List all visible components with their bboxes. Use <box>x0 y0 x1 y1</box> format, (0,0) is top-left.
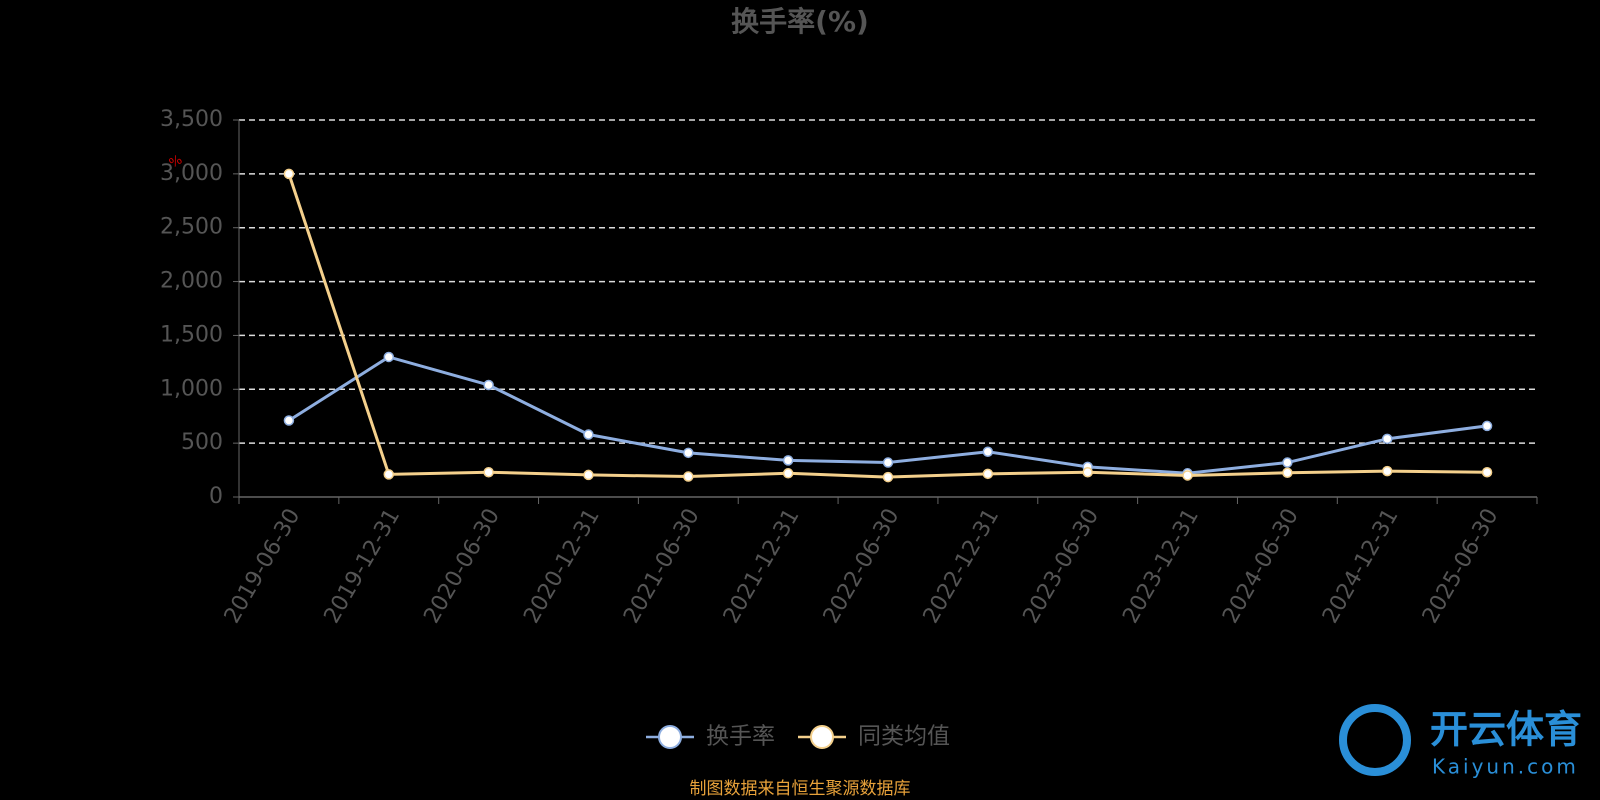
x-tick-label: 2020-06-30 <box>419 504 505 627</box>
x-tick-label: 2025-06-30 <box>1418 505 1504 628</box>
data-point <box>1481 420 1493 432</box>
x-tick-label: 2024-06-30 <box>1218 505 1304 628</box>
x-tick-label: 2022-06-30 <box>819 505 905 628</box>
y-tick-label: 500 <box>181 430 223 455</box>
x-tick-label: 2024-12-31 <box>1318 505 1404 628</box>
data-point <box>782 455 794 466</box>
y-tick-label: 2,000 <box>160 269 223 294</box>
data-point <box>1381 465 1393 477</box>
data-point <box>583 469 594 481</box>
legend-marker <box>658 725 682 749</box>
y-tick-label: 1,500 <box>160 322 223 347</box>
data-point <box>283 168 295 180</box>
y-tick-label: 3,000 <box>160 161 223 186</box>
series-line <box>288 355 1488 475</box>
source-note: 制图数据来自恒生聚源数据库 <box>690 779 911 799</box>
series-line <box>287 173 1488 479</box>
x-tick-label: 2019-06-30 <box>220 505 306 628</box>
data-point <box>982 468 994 480</box>
y-tick-label: 3,500 <box>160 107 223 132</box>
x-tick-label: 2020-12-31 <box>519 505 605 628</box>
y-tick-label: 2,500 <box>160 215 223 240</box>
data-point <box>483 466 494 478</box>
x-tick-label: 2023-12-31 <box>1118 505 1204 628</box>
data-point <box>1381 433 1393 445</box>
watermark-logo <box>1339 704 1411 776</box>
data-point <box>383 469 395 480</box>
data-point <box>1182 470 1193 481</box>
legend-marker <box>810 725 834 749</box>
watermark: 开云体育 Kaiyun.com <box>1339 704 1582 779</box>
data-point <box>1282 457 1293 468</box>
data-point <box>483 379 494 391</box>
data-point <box>683 447 694 459</box>
data-point <box>683 471 694 482</box>
data-point <box>882 457 894 468</box>
watermark-brand: 开云体育 <box>1430 708 1582 752</box>
data-point <box>283 415 295 426</box>
x-tick-label: 2019-12-31 <box>320 505 406 628</box>
x-tick-label: 2022-12-31 <box>919 505 1005 628</box>
watermark-site: Kaiyun.com <box>1432 755 1579 779</box>
data-point <box>1082 466 1093 478</box>
data-point <box>982 446 994 458</box>
y-tick-label: 0 <box>209 484 223 509</box>
data-point <box>1282 467 1293 479</box>
data-point <box>1481 466 1493 478</box>
x-tick-label: 2021-12-31 <box>719 505 805 628</box>
data-point <box>383 351 395 363</box>
chart-title: 换手率(%) <box>731 5 869 38</box>
data-point <box>882 471 894 483</box>
data-point <box>782 468 794 479</box>
y-tick-label: 1,000 <box>160 376 223 401</box>
x-tick-label: 2023-06-30 <box>1019 505 1105 628</box>
x-tick-label: 2021-06-30 <box>619 505 705 628</box>
data-point <box>583 429 594 440</box>
legend-label: 换手率 <box>706 724 775 750</box>
legend-label: 同类均值 <box>858 724 950 750</box>
